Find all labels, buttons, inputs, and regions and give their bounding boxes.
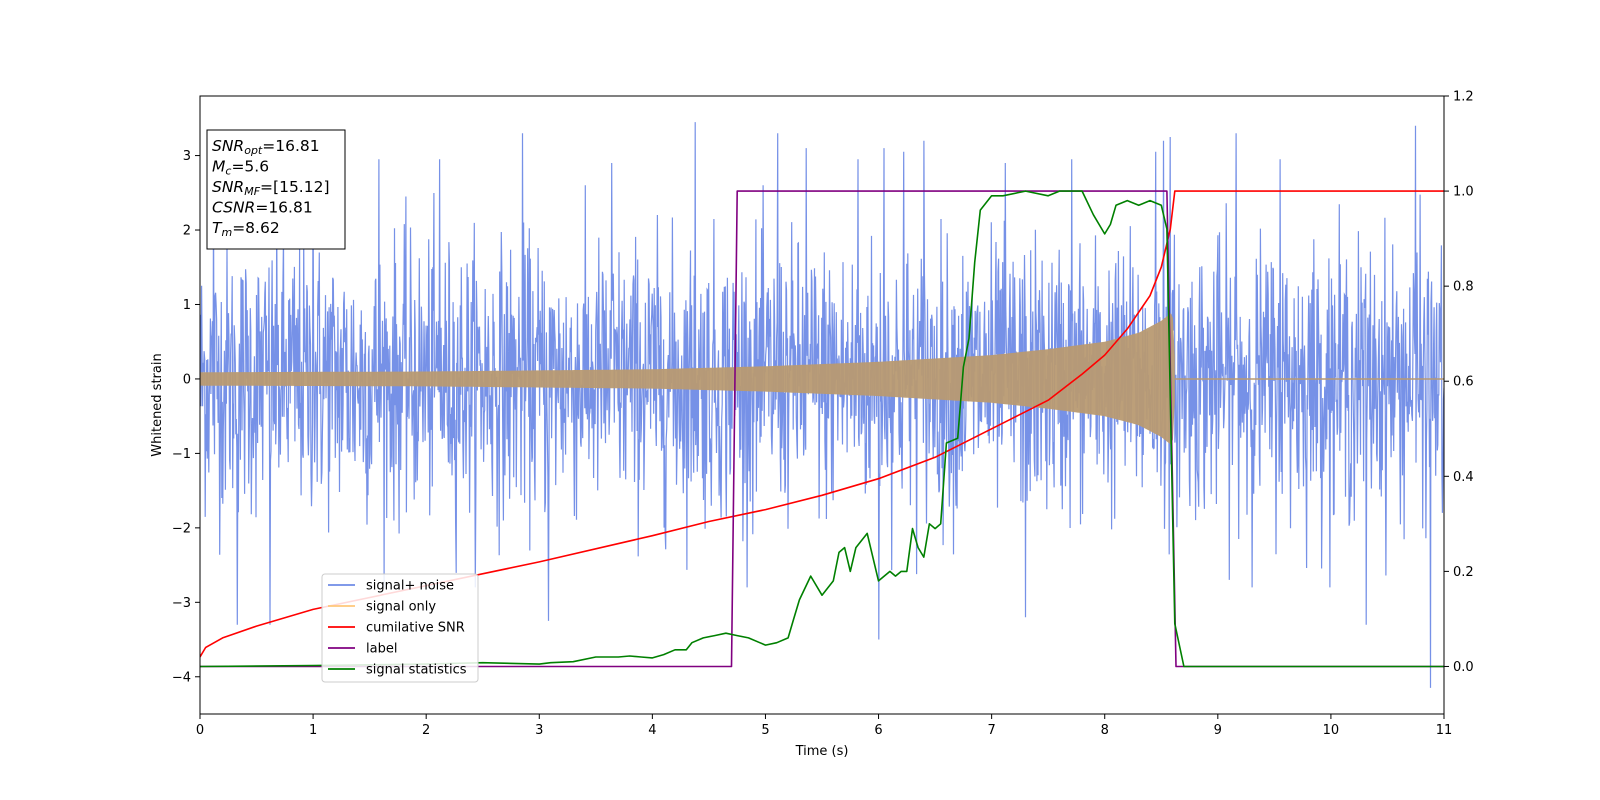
series-signal-statistics [200, 190, 1444, 668]
svg-text:3: 3 [535, 723, 543, 738]
y-right-tick: 0.0 [1444, 660, 1474, 675]
svg-text:1: 1 [309, 723, 317, 738]
x-tick: 1 [309, 714, 317, 738]
legend-entry: signal statistics [328, 663, 467, 678]
legend-label: label [366, 642, 397, 657]
svg-text:1.2: 1.2 [1453, 90, 1474, 105]
annotation-line: CSNR=16.81 [212, 199, 313, 217]
legend-label: signal statistics [366, 663, 467, 678]
svg-text:0.8: 0.8 [1453, 280, 1474, 295]
annotation-line: SNRMF=[15.12] [212, 178, 330, 198]
svg-text:−3: −3 [172, 596, 191, 611]
y-right-tick: 0.8 [1444, 280, 1474, 295]
svg-text:0.2: 0.2 [1453, 565, 1474, 580]
y-right-tick: 0.4 [1444, 470, 1474, 485]
annotation-box: SNRopt=16.81Mc=5.6SNRMF=[15.12]CSNR=16.8… [206, 129, 346, 250]
y-right-tick: 0.2 [1444, 565, 1474, 580]
plot-series [200, 122, 1444, 688]
x-tick: 7 [987, 714, 996, 738]
svg-text:5: 5 [761, 723, 769, 738]
y-left-tick: −2 [172, 521, 200, 536]
y-right-tick: 1.0 [1444, 185, 1474, 200]
y-left-tick: −4 [172, 670, 200, 685]
legend: signal+ noise signal only cumilative SNR la… [321, 573, 479, 683]
x-tick: 9 [1214, 714, 1222, 738]
svg-text:10: 10 [1323, 723, 1340, 738]
svg-text:−4: −4 [172, 670, 191, 685]
svg-text:0: 0 [196, 723, 204, 738]
y-right-tick: 1.2 [1444, 90, 1474, 105]
svg-text:0.0: 0.0 [1453, 660, 1474, 675]
svg-text:3: 3 [183, 149, 191, 164]
legend-label: signal+ noise [366, 579, 454, 594]
y-right-tick: 0.6 [1444, 375, 1474, 390]
legend-entry: signal+ noise [328, 579, 454, 594]
svg-text:0: 0 [183, 372, 191, 387]
svg-text:1.0: 1.0 [1453, 185, 1474, 200]
annotation-line: SNRopt=16.81 [212, 137, 320, 157]
y-left-axis-ticks: 3 2 1 0 −1 −2 −3 −4 [172, 149, 200, 685]
svg-text:6: 6 [874, 723, 882, 738]
x-tick: 4 [648, 714, 657, 738]
annotation-line: Tm=8.62 [212, 219, 280, 239]
legend-entry: cumilative SNR [328, 621, 465, 636]
x-tick: 2 [422, 714, 430, 738]
svg-text:1: 1 [183, 298, 191, 313]
svg-text:4: 4 [648, 723, 656, 738]
x-tick: 5 [761, 714, 770, 738]
legend-label: cumilative SNR [366, 621, 465, 636]
x-tick: 8 [1101, 714, 1109, 738]
y-left-tick: 3 [183, 149, 200, 164]
svg-text:7: 7 [987, 723, 995, 738]
x-tick: 11 [1436, 714, 1453, 738]
svg-text:8: 8 [1101, 723, 1109, 738]
x-tick: 6 [874, 714, 883, 738]
y-axis-label: Whitened strain [150, 353, 165, 456]
annotation-line: Mc=5.6 [212, 158, 269, 178]
y-left-tick: 0 [183, 372, 200, 387]
plot-frame [199, 95, 1445, 715]
y-left-tick: 2 [183, 224, 200, 239]
x-tick: 10 [1323, 714, 1340, 738]
x-tick: 3 [535, 714, 543, 738]
y-left-tick: 1 [183, 298, 200, 313]
legend-frame [321, 573, 479, 683]
y-left-tick: −1 [172, 447, 200, 462]
y-left-tick: −3 [172, 596, 200, 611]
svg-text:0.6: 0.6 [1453, 375, 1474, 390]
x-tick: 0 [196, 714, 204, 738]
annotation-box-frame [206, 129, 346, 250]
series-cumulative-snr [200, 190, 1444, 658]
legend-entry: signal only [328, 600, 436, 615]
svg-text:9: 9 [1214, 723, 1222, 738]
svg-text:−2: −2 [172, 521, 191, 536]
svg-text:11: 11 [1436, 723, 1453, 738]
legend-entry: label [328, 642, 397, 657]
legend-label: signal only [366, 600, 436, 615]
svg-text:2: 2 [422, 723, 430, 738]
x-axis-ticks: 0 1 2 3 4 5 6 7 8 9 10 11 [196, 714, 1452, 738]
series-signal-only-envelope [200, 313, 1175, 445]
x-axis-label: Time (s) [795, 744, 849, 759]
svg-text:2: 2 [183, 224, 191, 239]
svg-text:−1: −1 [172, 447, 191, 462]
svg-text:0.4: 0.4 [1453, 470, 1474, 485]
y-right-axis-ticks: 1.2 1.0 0.8 0.6 0.4 0.2 0.0 [1444, 90, 1474, 675]
